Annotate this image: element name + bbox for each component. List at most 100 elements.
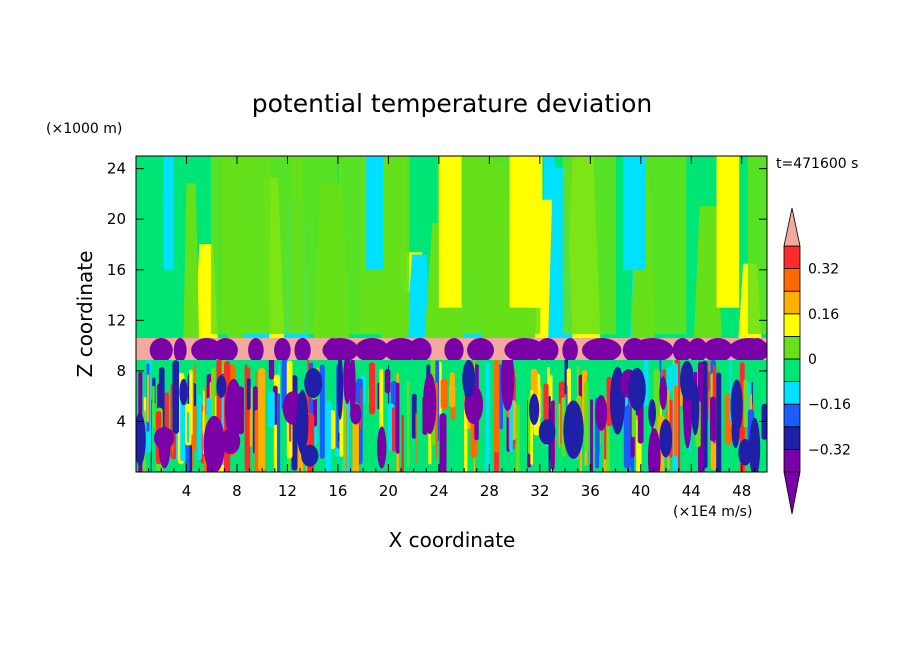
- turbulence-mark: [710, 396, 716, 442]
- turbulence-mark: [379, 369, 384, 439]
- x-tick-label: 28: [480, 482, 499, 500]
- turbulence-mark: [246, 378, 251, 410]
- colorbar-swatch: [783, 426, 801, 450]
- y-tick-label: 16: [107, 261, 126, 279]
- colorbar-swatch: [783, 290, 801, 315]
- turbulence-mark: [584, 381, 589, 453]
- turbulence-mark: [172, 360, 180, 434]
- colorbar-swatch: [783, 448, 801, 473]
- turbulence-mark: [146, 374, 149, 423]
- turbulence-mark: [164, 392, 169, 436]
- colorbar-swatch: [783, 335, 801, 360]
- inversion-blob: [444, 338, 464, 362]
- turbulence-mark: [439, 413, 447, 472]
- turbulence-mark: [462, 360, 476, 398]
- turbulence-mark: [180, 395, 186, 462]
- x-axis: 4 8 12 16 20 24 28 32 36 40 44 48: [148, 156, 755, 500]
- y-tick-label: 24: [107, 160, 126, 178]
- plume-mark: [562, 156, 616, 335]
- turbulence-mark: [392, 407, 395, 452]
- inversion-blob: [581, 338, 622, 362]
- plume-mark: [163, 156, 174, 270]
- x-tick-label: 40: [631, 482, 650, 500]
- inversion-edge: [136, 338, 767, 339]
- turbulence-mark: [558, 403, 561, 448]
- turbulence-mark: [648, 398, 656, 428]
- turbulence-mark: [738, 439, 753, 466]
- turbulence-mark: [304, 368, 323, 399]
- turbulence-mark: [337, 360, 344, 420]
- y-tick-label: 20: [107, 210, 126, 228]
- turbulence-mark: [301, 444, 319, 467]
- turbulence-mark: [680, 360, 695, 401]
- turbulence-mark: [395, 382, 400, 454]
- turbulence-mark: [659, 419, 673, 458]
- turbulence-mark: [563, 400, 584, 459]
- turbulence-mark: [384, 368, 391, 394]
- inversion-blob: [173, 338, 187, 362]
- turbulence-mark: [368, 362, 376, 415]
- turbulence-mark: [136, 412, 146, 466]
- inversion-blob: [408, 338, 432, 362]
- turbulence-mark: [623, 406, 631, 469]
- x-tick-label: 44: [682, 482, 701, 500]
- plume-mark: [365, 156, 384, 270]
- inversion-blob: [536, 338, 559, 362]
- colorbar-tick-label: −0.32: [808, 442, 851, 458]
- turbulent-layer: [136, 360, 767, 472]
- turbulence-mark: [296, 389, 309, 455]
- turbulence-mark: [590, 399, 593, 472]
- turbulence-mark: [344, 400, 347, 464]
- inversion-blob: [746, 338, 767, 362]
- turbulence-mark: [224, 378, 243, 441]
- turbulence-mark: [187, 411, 190, 443]
- plume-mark: [438, 156, 447, 308]
- turbulence-mark: [666, 365, 673, 392]
- inversion-blob: [504, 338, 546, 362]
- plume-mark: [747, 156, 767, 335]
- x-tick-label: 24: [429, 482, 448, 500]
- turbulence-mark: [258, 367, 266, 472]
- turbulence-mark: [440, 378, 448, 410]
- turbulence-mark: [515, 404, 520, 472]
- turbulence-mark: [716, 372, 722, 472]
- turbulence-mark: [691, 381, 700, 436]
- colorbar-swatch: [783, 403, 801, 428]
- turbulence-mark: [193, 405, 197, 452]
- turbulence-mark: [254, 409, 259, 472]
- x-tick-label: 12: [278, 482, 297, 500]
- y-unit-label: (×1000 m): [46, 121, 122, 137]
- turbulence-mark: [485, 362, 490, 472]
- inversion-blob: [248, 338, 264, 362]
- y-tick-label: 12: [107, 311, 126, 329]
- colorbar-over-arrow: [783, 207, 801, 247]
- turbulence-mark: [500, 360, 515, 411]
- turbulence-mark: [268, 360, 275, 380]
- turbulence-mark: [349, 360, 356, 420]
- turbulence-mark: [743, 379, 748, 428]
- turbulence-mark: [179, 378, 188, 406]
- turbulence-mark: [449, 372, 455, 400]
- inversion-blob: [149, 338, 173, 362]
- colorbar: 0.32 0.16 0 −0.16 −0.32: [783, 207, 851, 515]
- y-tick-label: 4: [116, 412, 126, 430]
- plume-mark: [446, 156, 462, 308]
- x-tick-label: 32: [530, 482, 549, 500]
- turbulence-mark: [647, 428, 661, 472]
- y-axis-label: Z coordinate: [73, 251, 97, 378]
- colorbar-tick-label: −0.16: [808, 397, 851, 413]
- x-tick-label: 16: [328, 482, 347, 500]
- turbulence-mark: [343, 360, 352, 405]
- plume-mark: [716, 156, 740, 308]
- turbulence-mark: [325, 400, 331, 472]
- inversion-blob: [630, 338, 674, 362]
- inversion-blob: [672, 338, 693, 362]
- colorbar-swatch: [783, 268, 801, 292]
- turbulence-mark: [731, 413, 740, 449]
- x-axis-label: X coordinate: [389, 528, 516, 552]
- x-tick-label: 20: [379, 482, 398, 500]
- inversion-blob: [354, 338, 390, 362]
- x-tick-label: 8: [232, 482, 242, 500]
